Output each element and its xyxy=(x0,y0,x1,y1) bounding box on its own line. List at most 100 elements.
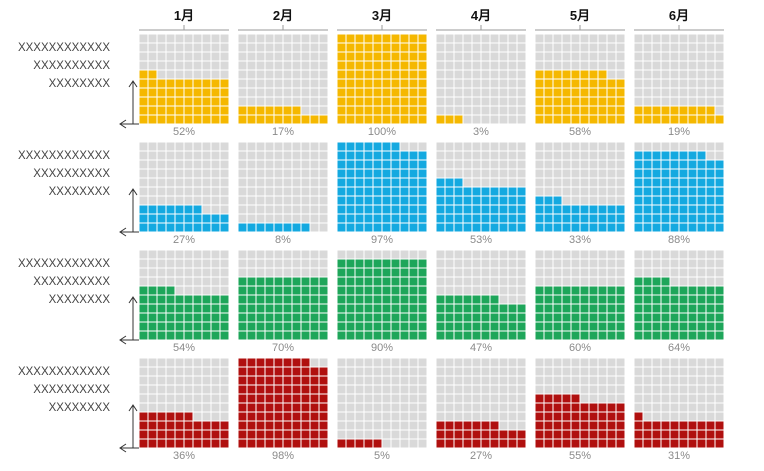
waffle-cell-empty xyxy=(148,358,157,367)
waffle-cell-filled xyxy=(616,88,625,97)
waffle-cell-empty xyxy=(445,151,454,160)
waffle-cell-filled xyxy=(715,160,724,169)
waffle-cell-empty xyxy=(643,52,652,61)
waffle-cell-filled xyxy=(238,277,247,286)
waffle-cell-empty xyxy=(463,358,472,367)
waffle-cell-filled xyxy=(391,187,400,196)
waffle-cell-empty xyxy=(463,286,472,295)
waffle-cell-empty xyxy=(292,268,301,277)
row-label-line: XXXXXXXXXXXX xyxy=(17,42,110,54)
waffle-cell-empty xyxy=(283,169,292,178)
waffle-cell-empty xyxy=(598,34,607,43)
waffle-cell-empty xyxy=(706,358,715,367)
waffle-cell-filled xyxy=(355,223,364,232)
waffle-cell-filled xyxy=(400,61,409,70)
waffle-cell-empty xyxy=(319,187,328,196)
waffle-cell-empty xyxy=(481,385,490,394)
waffle-cell-filled xyxy=(634,331,643,340)
waffle-cell-filled xyxy=(382,286,391,295)
waffle-cell-empty xyxy=(607,61,616,70)
waffle-cell-filled xyxy=(265,385,274,394)
waffle-cell-empty xyxy=(346,403,355,412)
waffle-cell-empty xyxy=(571,187,580,196)
waffle-cell-empty xyxy=(463,106,472,115)
waffle-cell-empty xyxy=(706,376,715,385)
waffle-cell-empty xyxy=(715,70,724,79)
waffle-cell-filled xyxy=(535,331,544,340)
waffle-cell-filled xyxy=(346,295,355,304)
row-label-line: XXXXXXXXXX xyxy=(33,60,110,72)
waffle-cell-filled xyxy=(490,421,499,430)
waffle-cell-filled xyxy=(238,115,247,124)
waffle-cell-filled xyxy=(391,43,400,52)
waffle-cell-filled xyxy=(247,358,256,367)
waffle-cell-empty xyxy=(715,151,724,160)
waffle-cell-empty xyxy=(139,376,148,385)
waffle-cell-filled xyxy=(508,430,517,439)
waffle-cell-filled xyxy=(472,214,481,223)
waffle-cell-filled xyxy=(283,367,292,376)
waffle-cell-empty xyxy=(157,376,166,385)
waffle-cell-empty xyxy=(193,268,202,277)
waffle-cell-filled xyxy=(364,223,373,232)
waffle-cell-filled xyxy=(472,205,481,214)
waffle-cell-filled xyxy=(607,106,616,115)
waffle-cell-empty xyxy=(364,250,373,259)
waffle-cell-filled xyxy=(517,322,526,331)
waffle-cell-filled xyxy=(697,115,706,124)
waffle-cell-filled xyxy=(652,322,661,331)
waffle-cell-empty xyxy=(571,151,580,160)
waffle-cell-filled xyxy=(391,322,400,331)
waffle-cell-empty xyxy=(652,367,661,376)
waffle-cell-filled xyxy=(400,214,409,223)
waffle-cell-filled xyxy=(562,421,571,430)
waffle-cell-filled xyxy=(553,412,562,421)
waffle-cell-empty xyxy=(634,367,643,376)
waffle-cell-filled xyxy=(454,115,463,124)
pct-label: 3% xyxy=(473,126,489,138)
waffle-cell-filled xyxy=(607,214,616,223)
waffle-cell-filled xyxy=(139,115,148,124)
waffle-cell-filled xyxy=(364,205,373,214)
waffle-cell-filled xyxy=(265,376,274,385)
waffle-cell-empty xyxy=(166,259,175,268)
waffle-cell-filled xyxy=(184,439,193,448)
waffle-cell-empty xyxy=(211,412,220,421)
waffle-cell-empty xyxy=(535,268,544,277)
waffle-cell-filled xyxy=(166,313,175,322)
waffle-cell-empty xyxy=(220,412,229,421)
waffle-cell-filled xyxy=(274,115,283,124)
waffle-cell-empty xyxy=(247,79,256,88)
waffle-cell-empty xyxy=(490,97,499,106)
waffle-cell-filled xyxy=(535,205,544,214)
waffle-cell-empty xyxy=(139,160,148,169)
waffle-cell-empty xyxy=(211,178,220,187)
waffle-cell-filled xyxy=(661,169,670,178)
waffle-cell-filled xyxy=(139,79,148,88)
waffle-cell-empty xyxy=(175,151,184,160)
waffle-cell-filled xyxy=(139,331,148,340)
waffle-cell-empty xyxy=(265,259,274,268)
waffle-cell-filled xyxy=(292,367,301,376)
waffle-cell-empty xyxy=(166,268,175,277)
waffle-cell-filled xyxy=(706,304,715,313)
waffle-cell-empty xyxy=(697,70,706,79)
waffle-cell-filled xyxy=(652,439,661,448)
waffle-cell-filled xyxy=(490,439,499,448)
waffle-cell-filled xyxy=(445,439,454,448)
waffle-cell-filled xyxy=(715,205,724,214)
waffle-cell-empty xyxy=(481,52,490,61)
waffle-cell-empty xyxy=(652,79,661,88)
waffle-cell-filled xyxy=(616,205,625,214)
waffle-cell-empty xyxy=(706,385,715,394)
waffle-cell-filled xyxy=(688,439,697,448)
waffle-cell-filled xyxy=(661,196,670,205)
waffle-cell-empty xyxy=(589,367,598,376)
waffle-cell-empty xyxy=(454,367,463,376)
waffle-cell-filled xyxy=(292,322,301,331)
waffle-cell-empty xyxy=(193,178,202,187)
waffle-cell-empty xyxy=(598,151,607,160)
waffle-cell-empty xyxy=(634,61,643,70)
waffle-cell-empty xyxy=(256,43,265,52)
waffle-cell-empty xyxy=(679,70,688,79)
